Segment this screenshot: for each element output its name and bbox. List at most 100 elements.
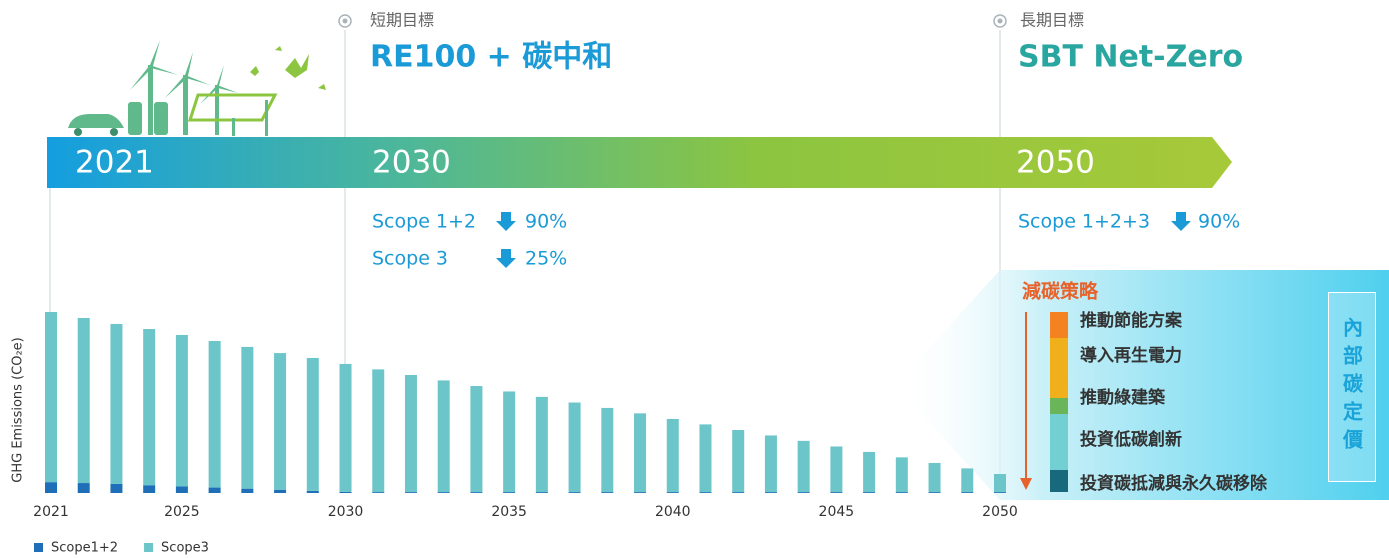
milestone-kind: 短期目標 [370,11,434,30]
bar-segment [176,486,188,493]
bar-segment [110,484,122,493]
bar-segment [470,386,482,492]
strategy-segment [1050,338,1068,398]
bar-segment [601,492,613,493]
target-scope: Scope 3 [372,248,448,270]
bar-segment [569,403,581,493]
bar-segment [863,492,875,493]
bar-segment [372,369,384,492]
bar-segment [176,335,188,486]
bar-segment [634,492,646,493]
legend-swatch [144,543,153,552]
bar-segment [994,474,1006,492]
bar-segment [667,492,679,493]
down-arrow [496,249,516,268]
bar-segment [929,492,941,493]
bar-segment [307,358,319,491]
bar-segment [405,375,417,492]
x-tick-label: 2030 [328,504,364,520]
strategy-item: 推動節能方案 [1080,310,1183,331]
milestone-goal: RE100 + 碳中和 [370,40,612,75]
bar-segment [503,492,515,493]
x-tick-label: 2025 [164,504,200,520]
bar-segment [699,492,711,493]
target-value: 90% [525,211,567,233]
strategy-segment [1050,470,1068,492]
bar-segment [209,488,221,493]
target-scope: Scope 1+2 [372,211,476,233]
bar-segment [45,312,57,482]
target-scope: Scope 1+2+3 [1018,211,1150,233]
bar-segment [732,430,744,492]
legend-label: Scope3 [161,541,209,556]
strategy-item: 推動綠建築 [1080,387,1166,408]
bar-segment [143,329,155,485]
eco-icons [68,40,326,136]
strategy-item: 投資低碳創新 [1080,429,1182,450]
strategy-segment [1050,312,1068,338]
bar-segment [340,364,352,492]
x-tick-label: 2021 [33,504,69,520]
milestone-dot [998,19,1003,24]
bar-segment [994,492,1006,493]
year-label: 2050 [1016,145,1095,181]
bar-segment [110,324,122,484]
strategy-item: 導入再生電力 [1080,345,1182,366]
down-arrow [496,212,516,231]
bar-segment [732,492,744,493]
legend-swatch [34,543,43,552]
side-label: 內部碳定價 [1328,292,1376,482]
bar-segment [405,492,417,493]
bar-segment [241,347,253,489]
bar-segment [438,380,450,492]
bar-segment [241,489,253,493]
bar-segment [536,397,548,492]
bar-segment [830,492,842,493]
bar-segment [274,353,286,490]
bar-segment [896,492,908,493]
bar-segment [601,408,613,492]
bar-segment [798,441,810,492]
x-tick-label: 2045 [819,504,855,520]
bar-segment [961,468,973,492]
infographic: 2021 2030 2050 短期目標 RE100 + 碳中和 長期目標 SBT… [0,0,1389,558]
bar-segment [503,391,515,492]
year-label: 2030 [372,145,451,181]
strategy-segment [1050,398,1068,414]
target-value: 90% [1198,211,1240,233]
bar-segment [209,341,221,488]
bar-segment [961,492,973,493]
bar-segment [78,318,90,483]
x-tick-label: 2040 [655,504,691,520]
bar-segment [536,492,548,493]
bar-segment [863,452,875,492]
strategy-title: 減碳策略 [1022,280,1099,303]
bar-segment [634,413,646,492]
strategy-segment [1050,414,1068,470]
bar-segment [45,482,57,493]
bar-segment [143,485,155,493]
down-arrow [1171,212,1191,231]
y-axis-label: GHG Emissions (CO₂e) [11,337,26,482]
milestone-goal: SBT Net-Zero [1018,40,1243,75]
strategy-item: 投資碳抵減與永久碳移除 [1080,473,1268,494]
target-value: 25% [525,248,567,270]
bar-segment [699,424,711,492]
page: 2021 2030 2050 短期目標 RE100 + 碳中和 長期目標 SBT… [0,0,1389,558]
bar-segment [274,490,286,493]
bar-segment [307,491,319,493]
bar-segment [765,435,777,492]
milestone-dot [343,19,348,24]
bar-segment [798,492,810,493]
bar-segment [569,492,581,493]
bar-segment [765,492,777,493]
milestone-kind: 長期目標 [1020,11,1084,30]
bar-segment [372,492,384,493]
bar-segment [470,492,482,493]
bar-segment [78,483,90,493]
strategy-panel [895,270,1389,500]
bar-segment [667,419,679,492]
legend-label: Scope1+2 [51,541,118,556]
bar-segment [830,446,842,492]
bar-segment [340,492,352,493]
